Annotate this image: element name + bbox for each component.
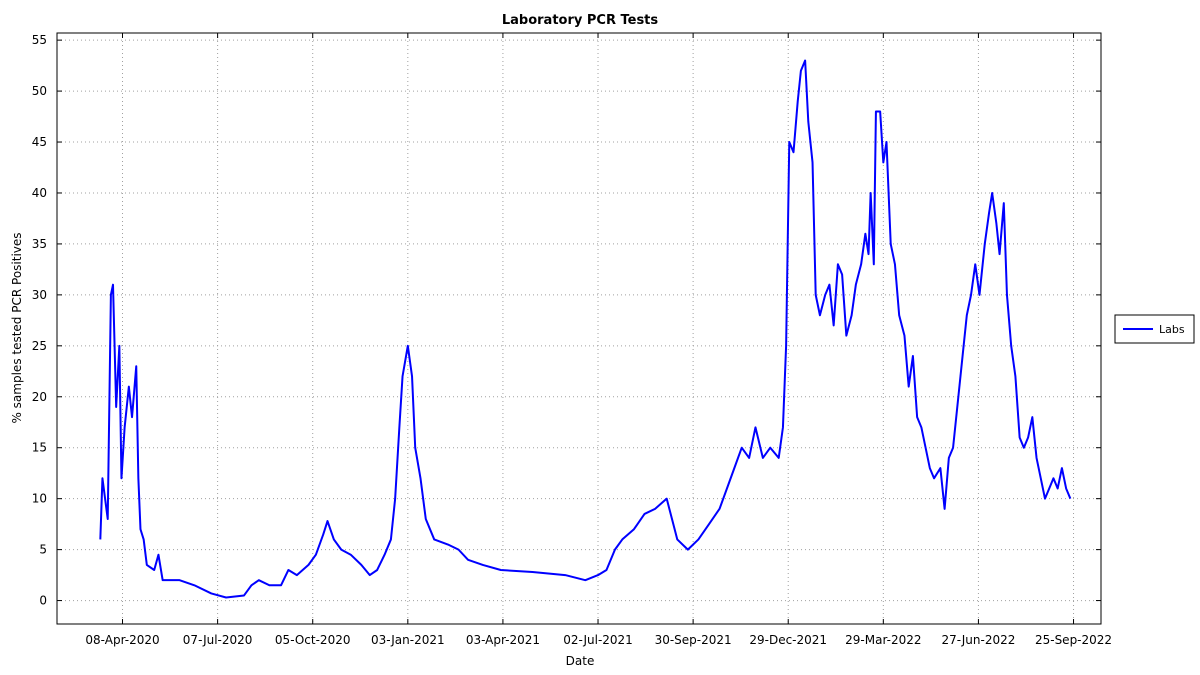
x-tick-label: 29-Dec-2021	[749, 633, 827, 647]
x-tick-label: 29-Mar-2022	[845, 633, 921, 647]
y-tick-label: 10	[32, 492, 47, 506]
y-tick-label: 5	[39, 543, 47, 557]
y-tick-label: 30	[32, 288, 47, 302]
x-tick-label: 05-Oct-2020	[275, 633, 351, 647]
x-tick-label: 30-Sep-2021	[655, 633, 732, 647]
x-tick-label: 07-Jul-2020	[183, 633, 253, 647]
y-tick-label: 20	[32, 390, 47, 404]
chart-title: Laboratory PCR Tests	[502, 13, 659, 28]
y-tick-label: 50	[32, 84, 47, 98]
x-tick-label: 27-Jun-2022	[941, 633, 1015, 647]
x-axis-label: Date	[566, 654, 595, 668]
y-tick-label: 45	[32, 135, 47, 149]
x-tick-label: 03-Jan-2021	[371, 633, 445, 647]
y-tick-label: 40	[32, 186, 47, 200]
plot-frame	[56, 32, 1102, 625]
x-tick-label: 25-Sep-2022	[1035, 633, 1112, 647]
x-tick-label: 08-Apr-2020	[85, 633, 159, 647]
x-tick-label: 03-Apr-2021	[466, 633, 540, 647]
y-axis-label: % samples tested PCR Positives	[10, 232, 24, 423]
x-tick-label: 02-Jul-2021	[563, 633, 633, 647]
y-tick-label: 35	[32, 237, 47, 251]
y-tick-label: 0	[39, 594, 47, 608]
data-line	[99, 59, 1072, 599]
legend-label: Labs	[1159, 323, 1185, 336]
y-tick-label: 55	[32, 33, 47, 47]
y-tick-label: 25	[32, 339, 47, 353]
y-tick-label: 15	[32, 441, 47, 455]
